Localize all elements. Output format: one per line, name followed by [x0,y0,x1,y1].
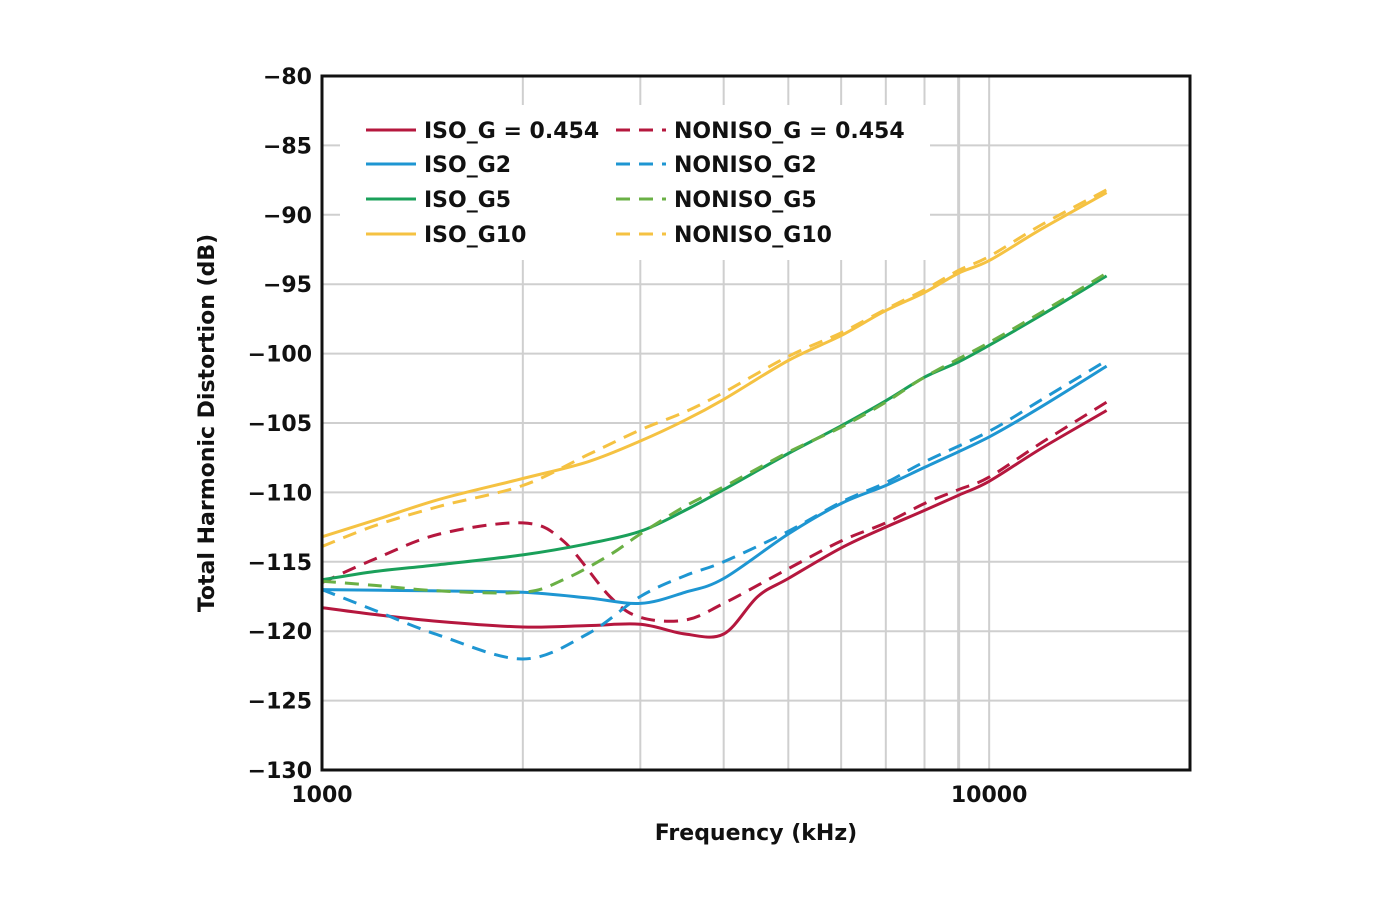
series-line-iso-g10 [321,191,1108,539]
y-tick-labels: −80 −85 −90 −95 −100 −105 −110 −115 −120 −125 −130 [248,65,312,784]
legend-label: ISO_G2 [424,153,511,178]
y-tick-label: −120 [248,620,312,645]
y-tick-label: −95 [263,273,312,298]
series-line-noniso-g2 [321,359,1108,661]
y-tick-label: −130 [248,759,312,784]
legend-label: NONISO_G = 0.454 [674,119,905,144]
x-tick-labels: 1000 10000 [291,783,1027,808]
series-line-iso-g-0-454 [321,409,1108,639]
legend-label: NONISO_G5 [674,188,817,213]
legend-label: ISO_G = 0.454 [424,119,599,144]
y-tick-label: −115 [248,551,312,576]
legend-label: ISO_G10 [424,223,526,248]
y-tick-label: −110 [248,481,312,506]
x-tick-label: 1000 [291,783,352,808]
legend-background [340,105,930,260]
y-tick-label: −125 [248,690,312,715]
x-tick-label: 10000 [951,783,1028,808]
y-tick-label: −105 [248,412,312,437]
x-axis-title: Frequency (kHz) [655,821,857,846]
legend-label: NONISO_G10 [674,223,832,248]
series-layer [321,188,1108,661]
legend-label: NONISO_G2 [674,153,817,178]
y-tick-label: −100 [248,343,312,368]
series-line-noniso-g5 [321,271,1108,595]
plot-frame [320,74,1192,772]
y-tick-label: −85 [263,134,312,159]
y-axis-title: Total Harmonic Distortion (dB) [195,234,220,612]
series-line-noniso-g-0-454 [321,400,1108,623]
legend: ISO_G = 0.454 ISO_G2 ISO_G5 ISO_G10 NONISO_G… [340,105,930,260]
y-tick-label: −80 [263,65,312,90]
y-tick-label: −90 [263,204,312,229]
legend-label: ISO_G5 [424,188,511,213]
series-line-iso-g5 [321,274,1108,582]
